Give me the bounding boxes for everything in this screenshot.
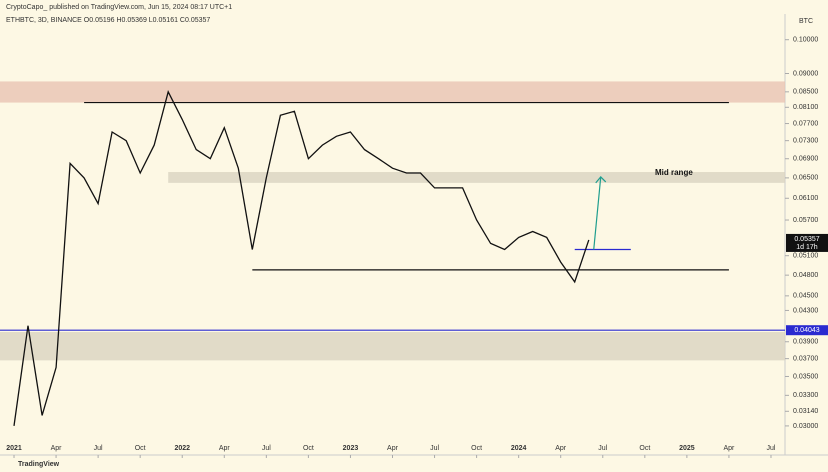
- x-tick-label: 2024: [511, 445, 527, 452]
- x-tick-label: Apr: [723, 445, 735, 452]
- x-tick-label: Jul: [430, 445, 439, 452]
- x-tick-label: Apr: [555, 445, 567, 452]
- y-tick-label: 0.03140: [793, 408, 818, 415]
- arrow-head: [595, 176, 607, 184]
- y-tick-label: 0.04300: [793, 307, 818, 314]
- y-tick-label: 0.08100: [793, 104, 818, 111]
- x-tick-label: Oct: [135, 445, 146, 452]
- blue-level-box: [786, 325, 828, 336]
- x-tick-label: Jul: [94, 445, 103, 452]
- currency: BTC: [799, 18, 813, 25]
- countdown: 1d 17h: [796, 244, 818, 251]
- x-tick-label: Apr: [387, 445, 399, 452]
- x-tick-label: Apr: [51, 445, 63, 452]
- x-tick-label: Oct: [639, 445, 650, 452]
- zone: [0, 81, 785, 103]
- y-tick-label: 0.03000: [793, 423, 818, 430]
- x-tick-label: Jul: [262, 445, 271, 452]
- y-tick-label: 0.03300: [793, 392, 818, 399]
- y-tick-label: 0.06900: [793, 156, 818, 163]
- y-tick-label: 0.09000: [793, 70, 818, 77]
- x-tick-label: Apr: [219, 445, 231, 452]
- y-tick-label: 0.03900: [793, 339, 818, 346]
- y-tick-label: 0.06500: [793, 175, 818, 182]
- y-tick-label: 0.03500: [793, 373, 818, 380]
- last-price: 0.05357: [794, 236, 819, 243]
- zone: [168, 172, 785, 183]
- publisher: CryptoCapo_ published on TradingView.com…: [6, 4, 232, 11]
- symbol-legend: ETHBTC, 3D, BINANCE O0.05196 H0.05369 L0…: [6, 17, 210, 24]
- x-tick-label: 2021: [6, 445, 22, 452]
- footer-brand: TradingView: [18, 461, 60, 468]
- x-tick-label: 2025: [679, 445, 695, 452]
- y-tick-label: 0.05700: [793, 217, 818, 224]
- y-tick-label: 0.04500: [793, 293, 818, 300]
- blue-level-label: 0.04043: [794, 327, 819, 334]
- price-line: [13, 89, 590, 426]
- y-tick-label: 0.03700: [793, 355, 818, 362]
- y-tick-label: 0.05100: [793, 253, 818, 260]
- x-tick-label: 2023: [343, 445, 359, 452]
- zone: [0, 332, 785, 361]
- annotation: Mid range: [655, 168, 693, 177]
- y-tick-label: 0.10000: [793, 37, 818, 44]
- x-tick-label: 2022: [174, 445, 190, 452]
- y-tick-label: 0.07300: [793, 138, 818, 145]
- arrow: [593, 176, 602, 250]
- x-tick-label: Jul: [598, 445, 607, 452]
- y-tick-label: 0.07700: [793, 120, 818, 127]
- x-tick-label: Oct: [471, 445, 482, 452]
- x-tick-label: Oct: [303, 445, 314, 452]
- last-price-box: [786, 233, 828, 252]
- y-tick-label: 0.04800: [793, 272, 818, 279]
- x-tick-label: Jul: [767, 445, 776, 452]
- y-tick-label: 0.06100: [793, 195, 818, 202]
- y-tick-label: 0.08500: [793, 89, 818, 96]
